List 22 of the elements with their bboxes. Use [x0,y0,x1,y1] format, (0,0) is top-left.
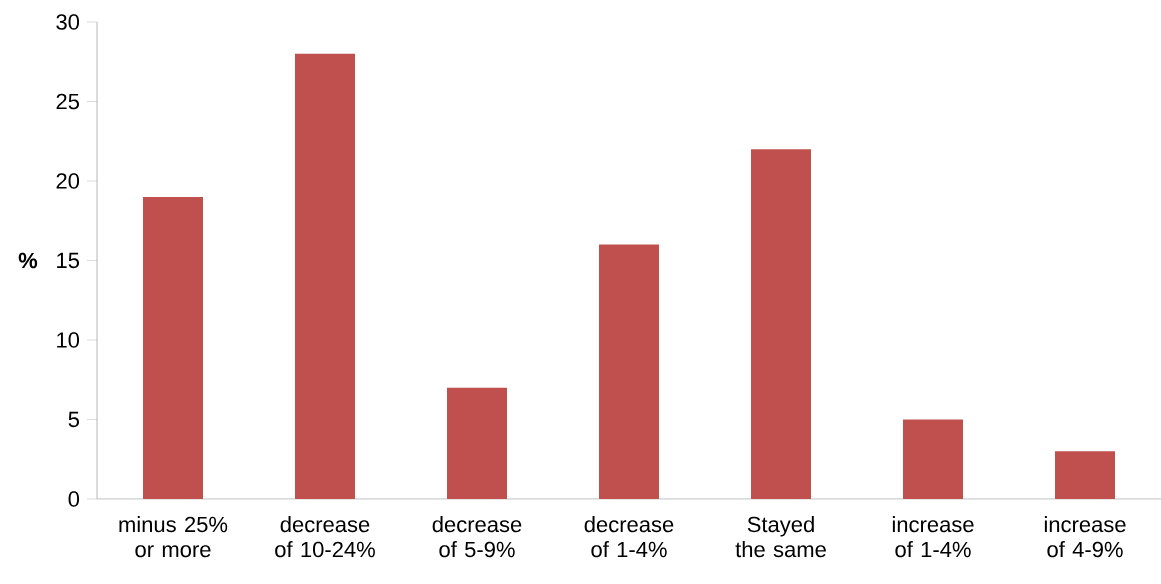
y-tick-label: 5 [68,411,79,428]
x-tick-label: minus 25% or more [119,516,228,558]
bar [599,244,659,499]
x-tick-label: increase of 4-9% [1044,516,1126,558]
bar [751,149,812,499]
x-tick-label: Stayed the same [735,516,826,558]
bar [143,196,203,499]
y-axis-title: % [18,252,38,269]
x-tick-label: decrease of 10-24% [275,516,375,558]
y-tick-label: 0 [68,491,80,507]
y-tick-label: 10 [57,332,80,348]
x-tick-label: decrease of 1-4% [584,516,674,558]
y-tick-label: 20 [56,173,80,189]
bar [1055,451,1116,499]
bar [903,419,963,499]
y-tick-label: 30 [56,14,80,30]
x-tick-label: decrease of 5-9% [432,516,522,558]
x-tick-label: increase of 1-4% [892,516,974,558]
y-tick-label: 25 [56,93,79,110]
bar [295,53,355,499]
y-tick-label: 15 [57,252,79,269]
bar [447,387,508,499]
